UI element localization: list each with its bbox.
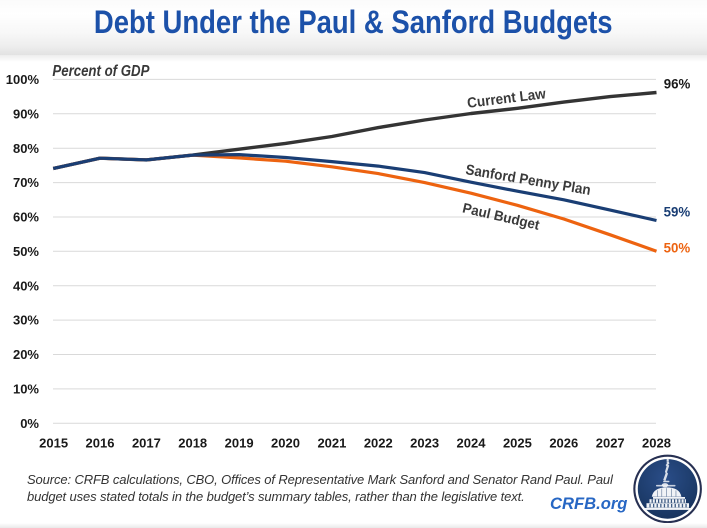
svg-text:0%: 0% bbox=[20, 416, 39, 431]
svg-text:2018: 2018 bbox=[178, 436, 207, 451]
svg-text:2019: 2019 bbox=[225, 436, 254, 451]
svg-text:90%: 90% bbox=[13, 106, 39, 121]
svg-text:80%: 80% bbox=[13, 141, 39, 156]
svg-text:70%: 70% bbox=[13, 175, 39, 190]
svg-text:Percent of GDP: Percent of GDP bbox=[52, 63, 149, 80]
svg-text:2021: 2021 bbox=[317, 436, 346, 451]
svg-text:2017: 2017 bbox=[132, 436, 161, 451]
svg-text:2025: 2025 bbox=[503, 436, 532, 451]
svg-text:2020: 2020 bbox=[271, 436, 300, 451]
svg-text:2015: 2015 bbox=[39, 436, 68, 451]
svg-text:2028: 2028 bbox=[642, 436, 671, 451]
svg-text:50%: 50% bbox=[13, 244, 39, 259]
svg-text:60%: 60% bbox=[13, 210, 39, 225]
svg-text:2027: 2027 bbox=[596, 436, 625, 451]
svg-text:96%: 96% bbox=[664, 75, 691, 91]
svg-text:2026: 2026 bbox=[549, 436, 578, 451]
svg-text:2024: 2024 bbox=[457, 436, 487, 451]
svg-text:30%: 30% bbox=[13, 313, 39, 328]
svg-text:20%: 20% bbox=[13, 347, 39, 362]
svg-text:10%: 10% bbox=[13, 382, 39, 397]
svg-text:2023: 2023 bbox=[410, 436, 439, 451]
svg-text:2022: 2022 bbox=[364, 436, 393, 451]
svg-text:40%: 40% bbox=[13, 278, 39, 293]
svg-text:50%: 50% bbox=[664, 239, 691, 255]
svg-text:Paul Budget: Paul Budget bbox=[461, 200, 541, 233]
svg-text:2016: 2016 bbox=[86, 436, 115, 451]
svg-text:59%: 59% bbox=[664, 204, 691, 220]
svg-text:100%: 100% bbox=[6, 72, 40, 87]
